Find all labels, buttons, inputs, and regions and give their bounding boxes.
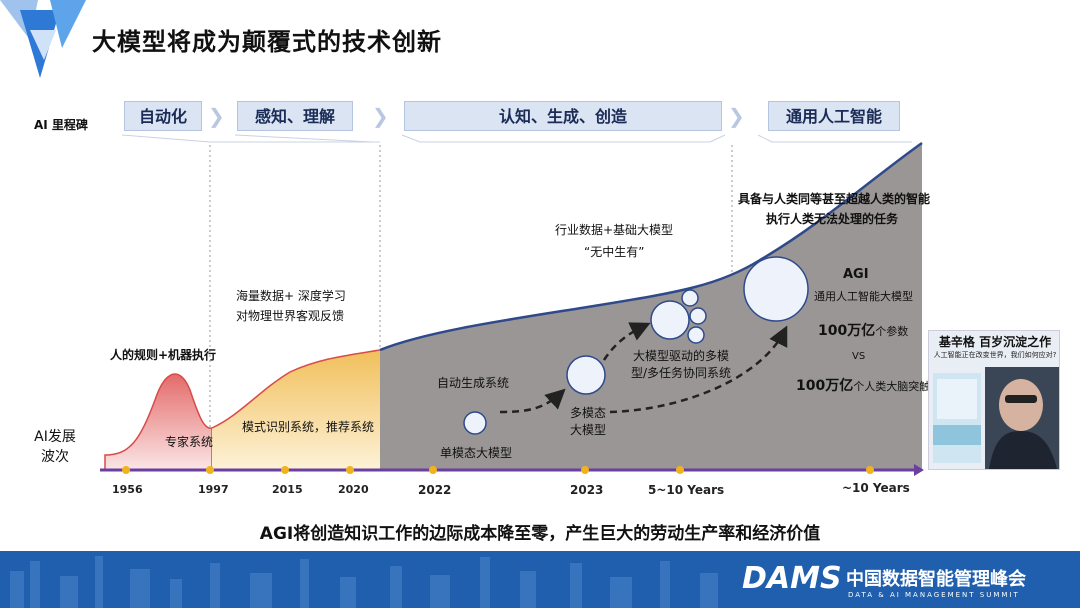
year-label: 1956 (112, 483, 143, 496)
ai-evolution-diagram (100, 134, 924, 476)
footer-banner: DAMS 中国数据智能管理峰会 DATA & AI MANAGEMENT SUM… (0, 551, 1080, 608)
brand-name-cn: 中国数据智能管理峰会 (846, 569, 1026, 590)
book-subtitle: 人工智能正在改变世界，我们如何应对? (933, 351, 1057, 359)
waves-label: AI发展波次 (34, 429, 76, 465)
stage-cognition: 认知、生成、创造 (404, 101, 722, 131)
stage-perception: 感知、理解 (237, 101, 353, 131)
year-label: 1997 (198, 483, 229, 496)
book-title: 基辛格 百岁沉淀之作 (938, 335, 1052, 349)
model-circles (463, 256, 809, 435)
stage-agi: 通用人工智能 (768, 101, 900, 131)
progress-arrows (499, 322, 788, 414)
year-label: ~10 Years (842, 481, 910, 495)
feedback-label: 对物理世界客观反馈 (236, 309, 345, 323)
agi-desc-1: 具备与人类同等甚至超越人类的智能 (738, 192, 931, 206)
rules-label: 人的规则+机器执行 (110, 348, 217, 362)
massive-data-label: 海量数据+ 深度学习 (236, 289, 346, 303)
single-modal-label: 单模态大模型 (440, 446, 513, 460)
expert-label: 专家系统 (165, 435, 214, 449)
book-cover-image: 基辛格 百岁沉淀之作 人工智能正在改变世界，我们如何应对? (928, 330, 1060, 470)
agi-label: AGI (843, 267, 869, 282)
year-label: 2015 (272, 483, 303, 496)
conclusion-text: AGI将创造知识工作的边际成本降至零，产生巨大的劳动生产率和经济价值 (259, 524, 821, 544)
milestones-label: AI 里程碑 (34, 118, 88, 132)
brand-name-en: DATA & AI MANAGEMENT SUMMIT (848, 591, 1020, 599)
year-label: 2022 (418, 483, 452, 497)
year-label: 5~10 Years (648, 483, 725, 497)
agi-desc-2: 执行人类无法处理的任务 (766, 212, 899, 226)
cognition-wave (380, 143, 922, 470)
year-label: 2020 (338, 483, 369, 496)
industry-label: 行业数据+基础大模型 (555, 223, 674, 237)
multi-model-label: 大模型驱动的多模型/多任务协同系统 (630, 349, 732, 380)
stage-automation: 自动化 (124, 101, 202, 131)
perception-wave (212, 350, 380, 470)
vs-label: VS (852, 351, 866, 362)
pattern-label: 模式识别系统，推荐系统 (241, 420, 374, 434)
auto-gen-label: 自动生成系统 (437, 376, 510, 390)
expert-wave (104, 373, 213, 471)
timeline-dots (122, 466, 874, 474)
chevron-right-icon: ❯ (372, 104, 389, 128)
multi-modal-label: 多模态大模型 (569, 406, 606, 437)
synapse-label: 100万亿个人类大脑突触 (796, 378, 931, 394)
brand-logo: DAMS (742, 561, 842, 596)
year-label: 2023 (570, 483, 604, 497)
agi-model-label: 通用人工智能大模型 (814, 290, 913, 303)
from-nothing-label: “无中生有” (584, 245, 645, 259)
logo-shape (0, 0, 86, 78)
chevron-right-icon: ❯ (728, 104, 745, 128)
chevron-right-icon: ❯ (208, 104, 225, 128)
page-title: 大模型将成为颠覆式的技术创新 (92, 28, 442, 56)
params-label: 100万亿个参数 (818, 323, 909, 339)
stage-brackets (121, 134, 912, 143)
